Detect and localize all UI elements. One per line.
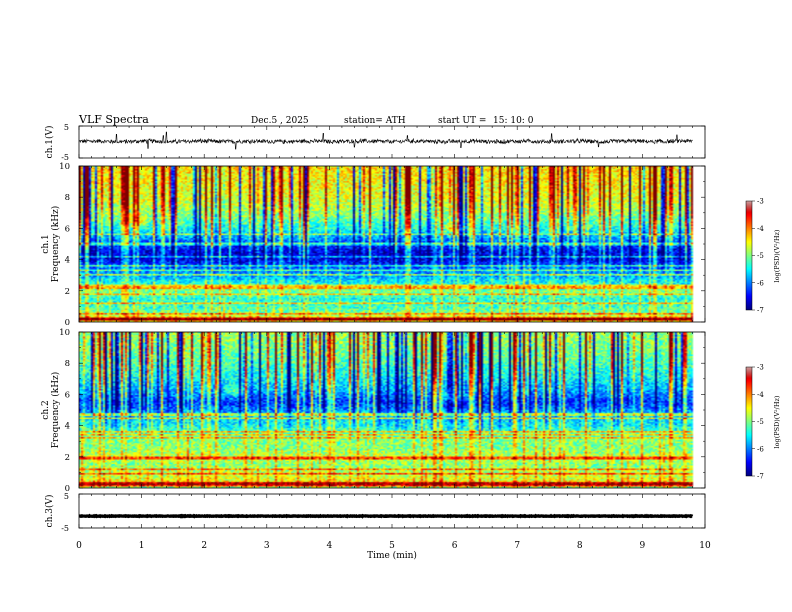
colorbar-tick-label: -7 — [757, 307, 764, 315]
ch3-waveform-panel: 5 -5 ch.3(V) — [44, 492, 706, 533]
colorbar-tick-label: -7 — [757, 473, 764, 481]
ch2-colorbar-gradient — [746, 367, 752, 476]
ch1-colorbar: -3 -4 -5 -6 -7 log(PSD)(V²/Hz) — [745, 198, 781, 315]
time-tick-label: 8 — [577, 541, 583, 551]
time-axis-label: Time (min) — [367, 550, 417, 561]
ch3-ytick-top: 5 — [64, 492, 69, 501]
time-tick-label: 1 — [139, 541, 145, 551]
colorbar-tick-label: -5 — [757, 252, 764, 260]
time-tick-label: 4 — [327, 541, 333, 551]
ch3-waveform-trace-group — [78, 493, 705, 529]
colorbar-tick-label: -4 — [757, 391, 764, 399]
start-ut-label: start UT = — [438, 116, 486, 126]
ch2-frequency-label: Frequency (kHz) — [50, 372, 61, 449]
ch1-ytick-top: 5 — [64, 123, 69, 132]
time-tick-label: 3 — [264, 541, 270, 551]
ch1-spectrogram-yticks: 0 2 4 6 8 10 — [59, 162, 705, 328]
ch1-spectrogram-image — [79, 166, 705, 322]
ch3-waveform-frame — [78, 493, 706, 529]
ch2-colorbar: -3 -4 -5 -6 -7 log(PSD)(V²/Hz) — [745, 364, 781, 481]
colorbar-tick-label: -5 — [757, 418, 764, 426]
figure-header: VLF Spectra Dec.5 , 2025 station= ATH st… — [78, 113, 534, 126]
colorbar-tick-label: -3 — [757, 364, 764, 372]
frequency-tick-label: 8 — [65, 193, 70, 203]
ch2-colorbar-label: log(PSD)(V²/Hz) — [773, 395, 781, 448]
ch1-colorbar-label: log(PSD)(V²/Hz) — [773, 229, 781, 282]
colorbar-tick-label: -3 — [757, 198, 764, 206]
ch1-waveform-trace-group — [78, 125, 705, 159]
frequency-tick-label: 8 — [65, 359, 70, 369]
ch2-colorbar-ticks: -3 -4 -5 -6 -7 — [752, 364, 764, 481]
ch3-waveform-line — [78, 513, 694, 519]
ch1-ytick-bottom: -5 — [61, 153, 69, 162]
time-tick-label: 7 — [514, 541, 520, 551]
time-tick-label: 5 — [389, 541, 395, 551]
time-tick-label: 6 — [452, 541, 458, 551]
ch2-spectrogram-image — [79, 332, 705, 488]
time-tick-label: 0 — [76, 541, 82, 551]
ch2-spectrogram-yticks: 0 2 4 6 8 10 — [59, 328, 705, 494]
ch1-waveform-panel: 5 -5 ch.1(V) — [44, 123, 706, 162]
frequency-tick-label: 6 — [65, 224, 70, 234]
frequency-tick-label: 6 — [65, 390, 70, 400]
time-tick-label: 2 — [201, 541, 207, 551]
station-label: station= ATH — [344, 116, 406, 126]
ch1-spectrogram-panel: 0 2 4 6 8 10 ch.1 Frequency (kHz) — [41, 162, 706, 328]
ch2-channel-label: ch.2 — [41, 400, 51, 419]
ch2-spectrogram-panel: 0 2 4 6 8 10 ch.2 Frequency (kHz) — [41, 328, 706, 494]
date-label: Dec.5 , 2025 — [251, 116, 309, 126]
frequency-tick-label: 2 — [65, 287, 70, 297]
frequency-tick-label: 0 — [65, 318, 70, 328]
colorbar-tick-label: -4 — [757, 225, 764, 233]
frequency-tick-label: 0 — [65, 484, 70, 494]
ch1-waveform-line — [78, 131, 693, 150]
frequency-tick-label: 10 — [59, 328, 70, 338]
colorbar-tick-label: -6 — [757, 279, 764, 287]
frequency-tick-label: 4 — [65, 422, 70, 432]
ch3-ytick-bottom: -5 — [61, 524, 69, 533]
ch1-channel-label: ch.1 — [41, 234, 51, 253]
frequency-tick-label: 2 — [65, 453, 70, 463]
time-tick-label: 10 — [699, 541, 711, 551]
start-ut-value: 15: 10: 0 — [493, 116, 534, 126]
colorbar-tick-label: -6 — [757, 445, 764, 453]
time-tick-label: 9 — [640, 541, 646, 551]
ch1-waveform-ylabel: ch.1(V) — [44, 126, 55, 159]
ch1-frequency-label: Frequency (kHz) — [50, 206, 61, 283]
frequency-tick-label: 4 — [65, 256, 70, 266]
ch1-colorbar-ticks: -3 -4 -5 -6 -7 — [752, 198, 764, 315]
ch3-waveform-ylabel: ch.3(V) — [44, 495, 55, 528]
ch1-colorbar-gradient — [746, 201, 752, 310]
frequency-tick-label: 10 — [59, 162, 70, 172]
figure-title: VLF Spectra — [78, 113, 149, 126]
time-axis: Time (min) 0 1 2 3 4 5 6 7 8 9 10 — [76, 126, 711, 561]
